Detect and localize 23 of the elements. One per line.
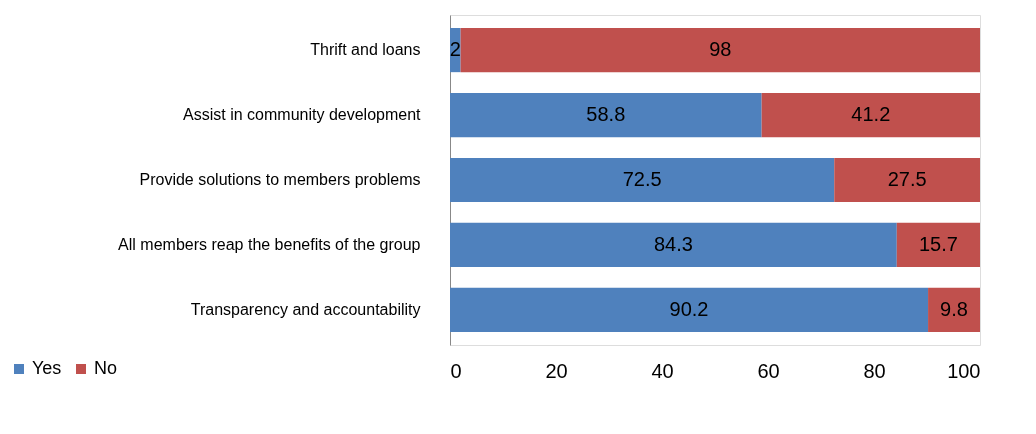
x-tick-label: 0 <box>450 359 462 382</box>
data-label: 9.8 <box>940 297 968 320</box>
legend-label: No <box>94 358 118 378</box>
data-label: 90.2 <box>669 297 709 320</box>
data-label: 58.8 <box>586 103 626 126</box>
x-tick-label: 100 <box>947 359 981 382</box>
data-label: 27.5 <box>887 168 927 190</box>
data-label: 98 <box>709 38 732 61</box>
y-tick-label: All members reap the benefits of the group <box>118 235 421 253</box>
data-label: 15.7 <box>918 232 958 255</box>
x-tick-label: 20 <box>545 359 568 382</box>
y-tick-label: Transparency and accountability <box>190 300 421 318</box>
legend-label: Yes <box>32 358 62 378</box>
y-tick-label: Assist in community development <box>183 106 422 124</box>
y-tick-label: Thrift and loans <box>310 41 421 59</box>
data-label: 41.2 <box>851 103 891 126</box>
x-tick-label: 60 <box>757 359 780 382</box>
data-label: 2 <box>449 38 461 61</box>
y-tick-label: Provide solutions to members problems <box>139 171 421 188</box>
data-label: 72.5 <box>622 168 662 190</box>
x-tick-label: 80 <box>863 359 886 382</box>
data-label: 84.3 <box>653 232 693 255</box>
x-tick-label: 40 <box>651 359 674 382</box>
